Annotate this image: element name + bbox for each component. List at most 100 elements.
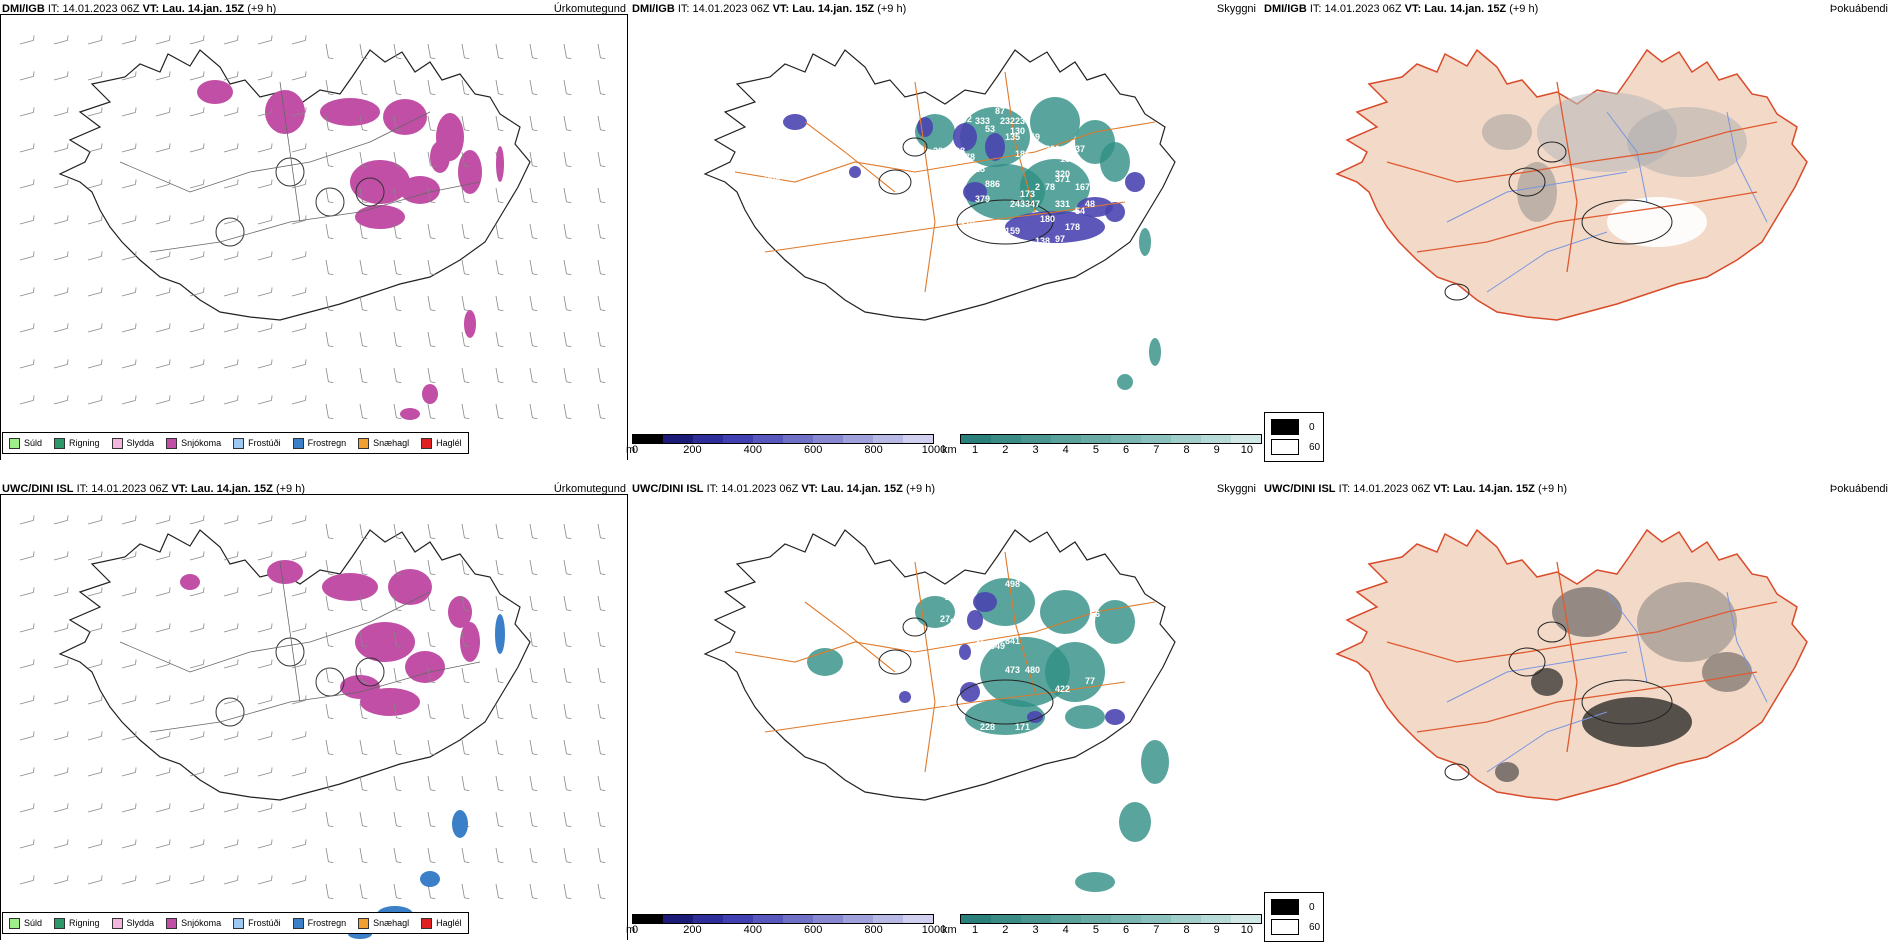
ceiling-value-label: 180 — [1040, 214, 1055, 224]
wind-barb — [291, 215, 307, 225]
wind-barb — [393, 403, 402, 420]
wind-barb — [223, 71, 239, 81]
wind-barb — [325, 115, 334, 132]
wind-barb — [121, 215, 137, 225]
wind-barb — [427, 259, 436, 276]
road-line — [279, 561, 301, 703]
colorbar-step — [1201, 435, 1231, 443]
colorbar-step — [633, 435, 663, 443]
ceiling-value-label: 2 — [1035, 182, 1040, 192]
wind-barb — [427, 739, 436, 756]
wind-barb — [495, 847, 504, 864]
wind-barb — [427, 403, 436, 420]
colorbar-step — [813, 435, 843, 443]
map-layer — [58, 49, 531, 321]
ceiling-area — [959, 644, 971, 660]
legend-label: Rigning — [69, 438, 100, 448]
wind-barb — [87, 215, 103, 225]
colorbar-step — [663, 435, 693, 443]
wind-barb — [87, 551, 103, 561]
wind-barb — [121, 731, 137, 741]
wind-barb — [155, 551, 171, 561]
wind-barb — [53, 143, 69, 153]
precip-type-map — [19, 35, 606, 420]
wind-barb — [393, 151, 402, 168]
wind-barb — [495, 523, 504, 540]
wind-barb — [223, 875, 239, 885]
wind-barb — [155, 803, 171, 813]
colorbar-step — [1081, 915, 1111, 923]
ceiling-value-label: 422 — [1055, 684, 1070, 694]
fog-legend-high: 0 — [1309, 421, 1315, 433]
wind-barb — [427, 667, 436, 684]
wind-barb — [291, 875, 307, 885]
tick-label: 5 — [1092, 924, 1099, 936]
ceiling-value-label: 242 — [935, 637, 950, 647]
wind-barb — [529, 559, 538, 576]
fog-swatch-low — [1271, 919, 1299, 935]
ceiling-area — [953, 123, 977, 151]
wind-barb — [393, 367, 402, 384]
ceiling-value-label: 319 — [960, 219, 975, 229]
legend-label: Slydda — [126, 918, 155, 928]
ceiling-value-label: 66 — [1090, 609, 1100, 619]
glacier-outline — [878, 649, 912, 675]
panel-title: DMI/IGB IT: 14.01.2023 06Z VT: Lau. 14.j… — [2, 3, 277, 15]
ceiling-value-label: 251 — [1055, 722, 1070, 732]
glacier-outline — [1508, 647, 1546, 677]
tick-label: 2 — [1002, 444, 1009, 456]
wind-barb — [19, 143, 35, 153]
ceiling-value-label: 78 — [965, 152, 975, 162]
wind-barb — [19, 587, 35, 597]
wind-barb — [461, 559, 470, 576]
legend-item: Haglél — [421, 917, 462, 929]
wind-barb — [529, 631, 538, 648]
wind-barb — [257, 107, 273, 117]
wind-barb — [155, 35, 171, 45]
wind-barb — [155, 623, 171, 633]
panel-type-label: Úrkomutegund — [553, 483, 626, 495]
wind-barb — [495, 595, 504, 612]
ceiling-value-label: 12 — [940, 698, 950, 708]
wind-barb — [223, 731, 239, 741]
wind-barb — [359, 259, 368, 276]
wind-barb — [155, 215, 171, 225]
ceiling-area — [1105, 202, 1125, 222]
glacier-outline — [215, 697, 245, 727]
colorbar-step — [813, 915, 843, 923]
wind-barb — [597, 151, 606, 168]
legend-swatch — [9, 437, 20, 449]
uwc-precip-panel: UWC/DINI ISL IT: 14.01.2023 06Z VT: Lau.… — [0, 480, 630, 940]
ceiling-value-label: 18 — [975, 164, 985, 174]
fog-area — [1552, 587, 1622, 637]
wind-barb — [223, 107, 239, 117]
wind-barb — [291, 623, 307, 633]
wind-barb — [189, 803, 205, 813]
wind-barb — [19, 875, 35, 885]
wind-barb — [359, 631, 368, 648]
visibility-area — [1139, 228, 1151, 256]
wind-barb — [359, 775, 368, 792]
ceiling-value-label: 178 — [1065, 222, 1080, 232]
wind-barb — [529, 187, 538, 204]
wind-barb — [597, 259, 606, 276]
panel-type-label: Þokuábendi — [1829, 483, 1888, 495]
wind-barb — [597, 595, 606, 612]
tick-label: 9 — [1213, 924, 1220, 936]
wind-barb — [223, 215, 239, 225]
snow-area — [322, 573, 378, 601]
wind-barb — [495, 403, 504, 420]
wind-barb — [223, 659, 239, 669]
wind-barb — [291, 695, 307, 705]
wind-barb — [121, 143, 137, 153]
ceiling-value-label: 77 — [1085, 676, 1095, 686]
legend-item: Frostregn — [292, 437, 346, 449]
glacier-outline — [1444, 283, 1470, 301]
ceiling-tick-labels: 0 200 400 600 800 1000 — [632, 444, 946, 458]
glacier-outline — [902, 617, 928, 637]
wind-barb — [495, 79, 504, 96]
wind-barb — [53, 731, 69, 741]
wind-barb — [393, 631, 402, 648]
fog-area — [1637, 582, 1737, 662]
